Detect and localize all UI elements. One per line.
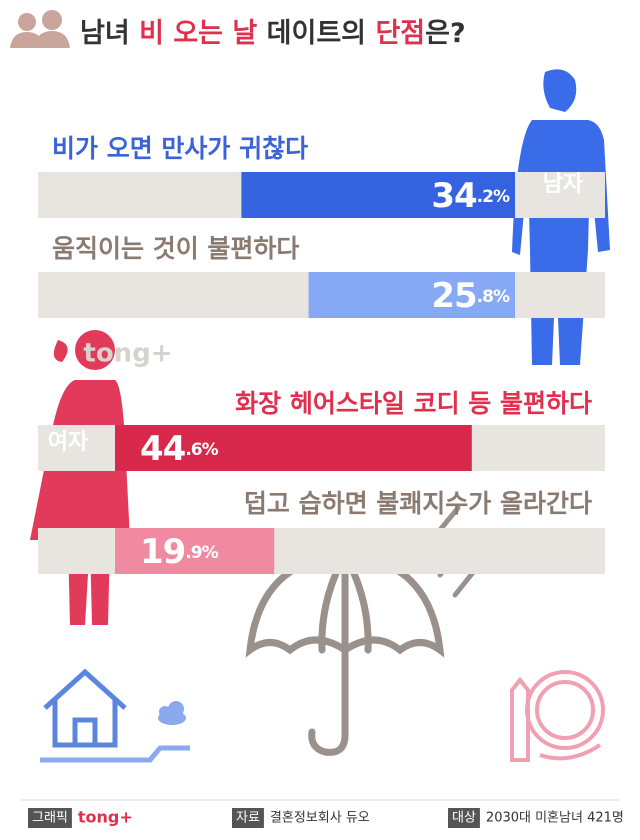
footer-key-bg [28, 808, 72, 828]
bar [241, 172, 515, 218]
title-part: 남녀 [80, 18, 139, 49]
footer-text: 결혼정보회사 듀오 [270, 811, 370, 826]
footer-key: 그래픽 [32, 811, 68, 826]
value-label: 25.8% [431, 276, 510, 316]
title-part: 단점 [375, 18, 425, 49]
group-label: 여자 [48, 430, 89, 455]
bar [115, 425, 472, 471]
bar [308, 272, 515, 318]
people-icon [10, 10, 70, 48]
category-label: 덥고 습하면 불쾌지수가 올라간다 [244, 489, 592, 518]
cosmetics-icon [510, 670, 605, 762]
footer-key-bg [232, 808, 264, 828]
footer-text: 2030대 미혼남녀 421명 [486, 811, 624, 826]
value-label: 34.2% [431, 176, 510, 216]
value-label: 19.9% [140, 532, 219, 572]
chart-title: 남녀 비 오는 날 데이트의 단점은? [80, 18, 466, 49]
category-label: 움직이는 것이 불편하다 [52, 234, 299, 263]
bar [115, 528, 275, 574]
footer-key: 대상 [452, 811, 476, 826]
cloud-icon [158, 701, 186, 725]
value-label: 44.6% [140, 429, 219, 469]
title-part: 은? [425, 18, 466, 49]
footer-key-bg [448, 808, 480, 828]
house-icon [40, 668, 190, 763]
category-label: 비가 오면 만사가 귀찮다 [52, 134, 308, 163]
title-part: 데이트의 [257, 18, 375, 49]
footer-key: 자료 [236, 811, 260, 826]
footer-text: tong+ [78, 808, 133, 827]
watermark: tong+ [83, 339, 172, 369]
group-label: 남자 [543, 172, 584, 197]
title-part: 비 오는 날 [139, 18, 257, 49]
category-label: 화장 헤어스타일 코디 등 불편하다 [235, 389, 592, 418]
